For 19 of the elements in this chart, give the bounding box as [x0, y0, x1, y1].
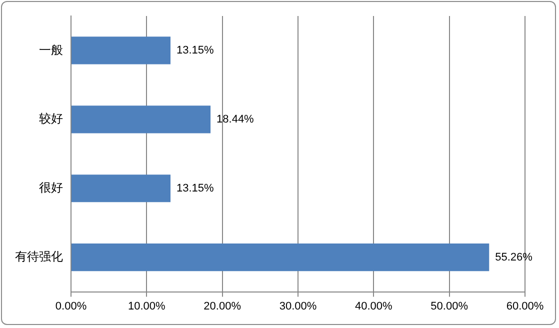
y-tick-label: 一般 — [39, 42, 63, 57]
data-label: 13.15% — [176, 182, 214, 194]
bar — [72, 174, 170, 202]
data-label: 13.15% — [176, 44, 214, 57]
bar — [72, 244, 490, 272]
data-label: 18.44% — [216, 113, 254, 126]
data-label: 55.26% — [495, 251, 533, 264]
y-tick-label: 很好 — [39, 180, 63, 195]
x-tick-label: 10.00% — [128, 300, 166, 312]
x-tick-label: 30.00% — [279, 300, 317, 312]
x-tick-label: 20.00% — [204, 300, 242, 312]
bar — [72, 36, 170, 64]
bar — [72, 106, 211, 134]
x-tick-label: 0.00% — [55, 300, 87, 312]
x-tick-label: 60.00% — [506, 300, 544, 312]
x-tick-label: 40.00% — [355, 300, 393, 312]
y-tick-label: 较好 — [39, 112, 63, 126]
x-tick-label: 50.00% — [430, 300, 468, 312]
y-tick-label: 有待强化 — [15, 250, 63, 264]
